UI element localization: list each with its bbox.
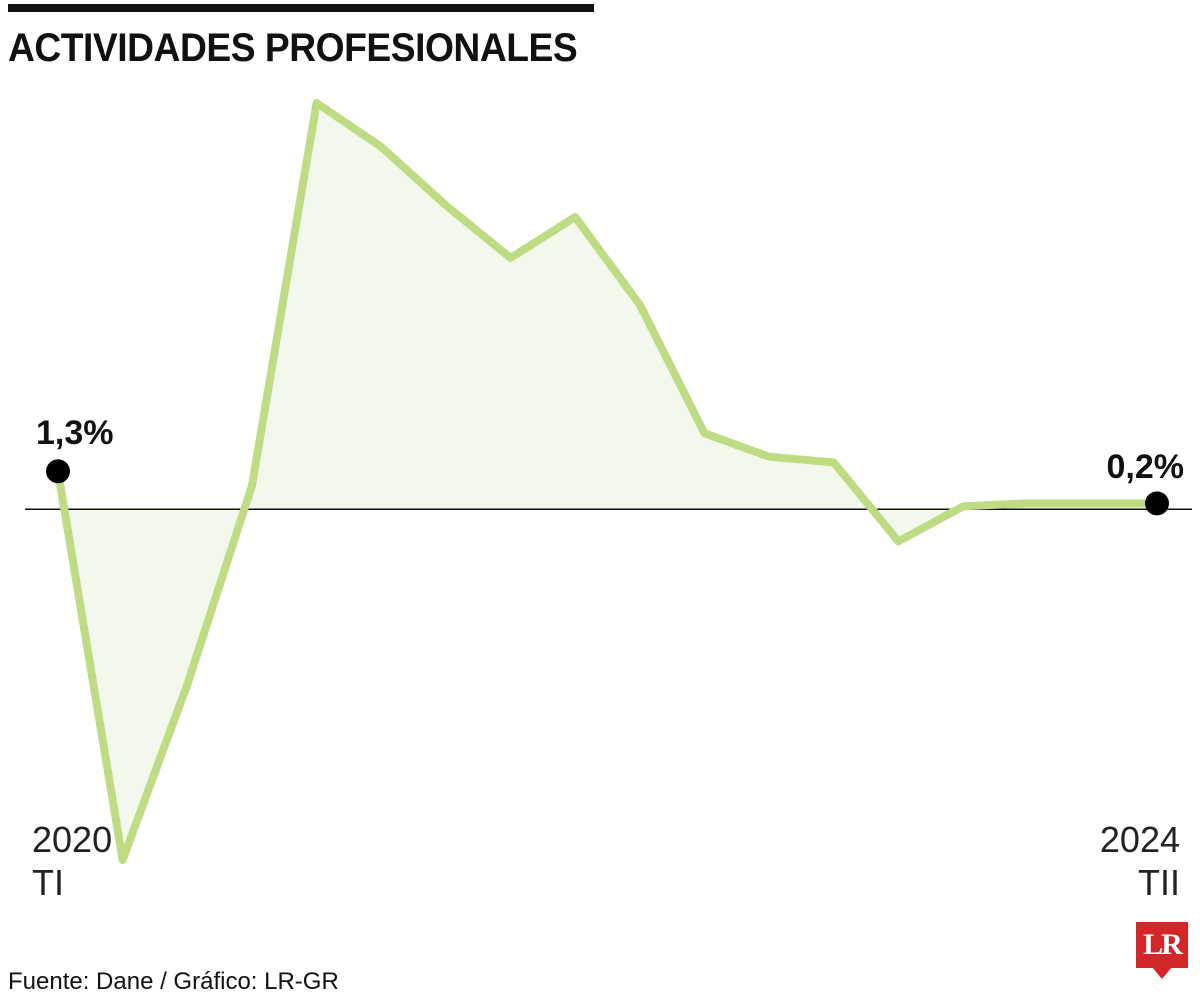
series-line: [54, 99, 1161, 864]
x-start-quarter-label: TI: [32, 862, 64, 903]
last-point-marker: [1145, 491, 1169, 516]
lr-logo: LR: [1136, 922, 1188, 968]
top-rule: [8, 4, 594, 12]
series-area: [58, 103, 1157, 860]
source-note: Fuente: Dane / Gráfico: LR-GR: [8, 968, 339, 995]
lr-logo-tail: [1152, 967, 1172, 979]
x-end-year-label: 2024: [1100, 819, 1180, 860]
first-value-label: 1,3%: [36, 414, 114, 452]
x-end-quarter-label: TII: [1138, 862, 1180, 903]
last-value-label: 0,2%: [1107, 448, 1185, 486]
x-start-year-label: 2020: [32, 819, 112, 860]
first-point-marker: [46, 459, 70, 484]
chart-title: ACTIVIDADES PROFESIONALES: [8, 26, 578, 70]
